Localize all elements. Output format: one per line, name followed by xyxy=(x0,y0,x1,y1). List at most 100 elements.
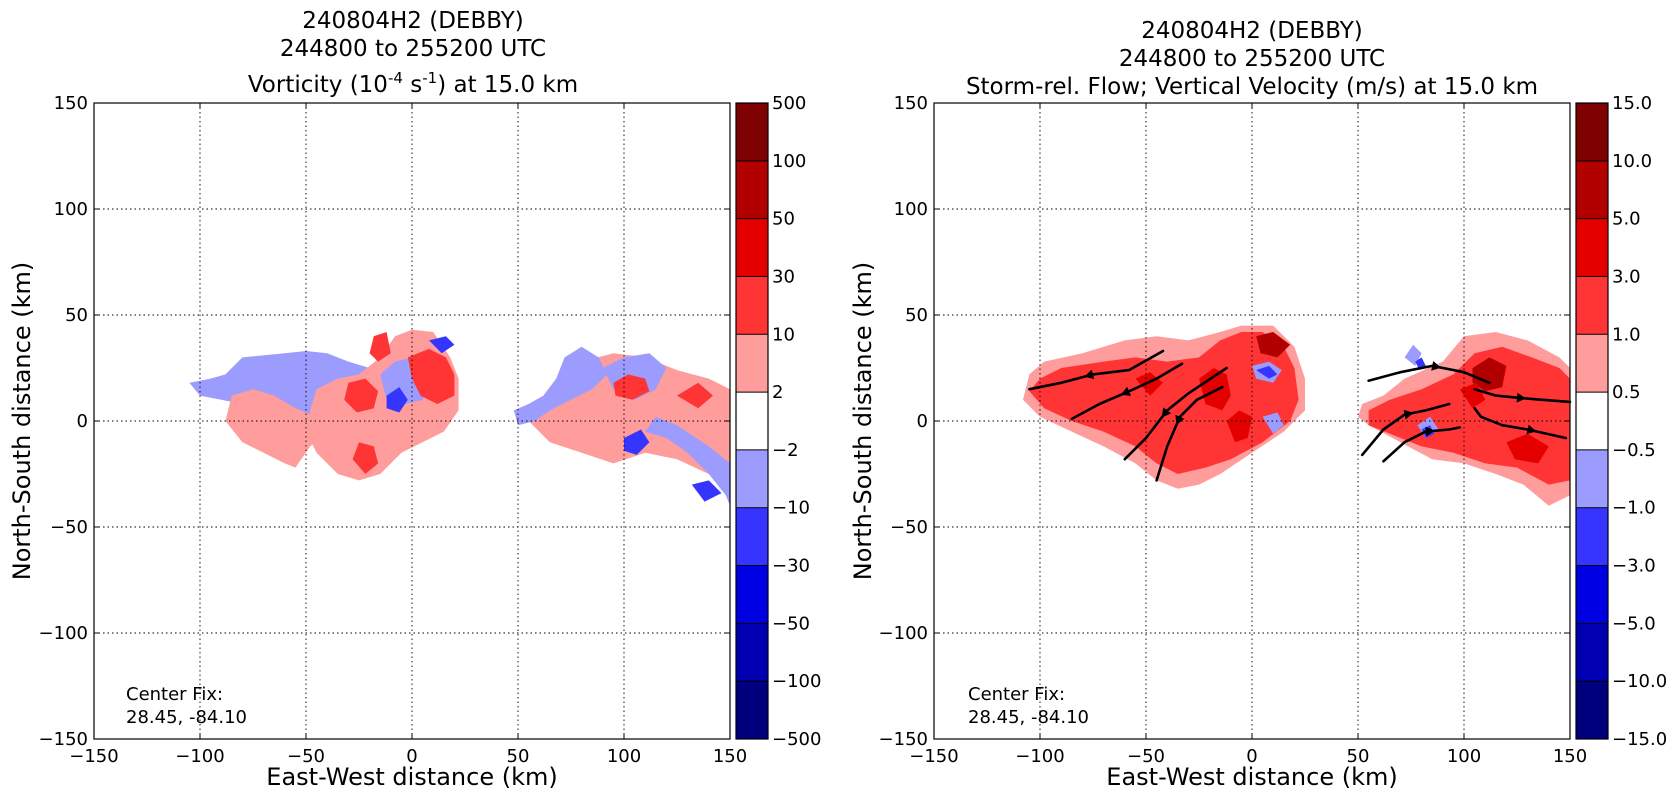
chart-title-line-2: 244800 to 255200 UTC xyxy=(1119,46,1385,72)
colorbar-segment-10 xyxy=(1576,103,1608,161)
colorbar-labels: −500 −100 −50 −30 −10 −2 2 10 30 50 100 500 xyxy=(772,93,821,750)
x-tick-label-6: 150 xyxy=(713,746,747,767)
colorbar-label-5: −2 xyxy=(772,440,799,461)
colorbar-label-3: −30 xyxy=(772,556,810,577)
contour-region-1 xyxy=(225,389,328,468)
colorbar-segment-10 xyxy=(736,103,768,161)
colorbar-label-3: −3.0 xyxy=(1612,556,1656,577)
contour-region-9 xyxy=(429,336,455,354)
colorbar-label-6: 0.5 xyxy=(1612,382,1641,403)
colorbar-segment-0 xyxy=(1576,681,1608,739)
colorbar-segment-7 xyxy=(736,276,768,335)
streamline-arrow-1 xyxy=(1120,386,1131,396)
colorbar-label-11: 500 xyxy=(772,93,806,114)
colorbar-segment-4 xyxy=(736,449,768,508)
colorbar-segment-1 xyxy=(1576,623,1608,682)
colorbar-segment-2 xyxy=(736,565,768,624)
colorbar-segment-8 xyxy=(1576,218,1608,277)
colorbar-label-7: 1.0 xyxy=(1612,324,1641,345)
colorbar-segment-3 xyxy=(736,507,768,566)
center-fix-label: Center Fix: xyxy=(126,684,223,705)
title-part-sup1: -4 xyxy=(388,69,403,87)
colorbar-frame xyxy=(1575,102,1609,740)
colorbar-label-8: 30 xyxy=(772,266,795,287)
contour-region-4 xyxy=(344,378,379,413)
y-tick-label-5: 100 xyxy=(54,199,88,220)
contour-region-17 xyxy=(677,382,713,409)
colorbar-frame xyxy=(735,102,769,740)
x-tick-labels: −150 −100 −50 0 50 100 150 xyxy=(909,746,1587,767)
x-axis-label: East-West distance (km) xyxy=(266,763,557,791)
y-tick-label-3: 0 xyxy=(77,411,88,432)
title-part-sup2: -1 xyxy=(422,69,437,87)
streamline-arrow-6 xyxy=(1425,426,1435,437)
x-tick-label-5: 100 xyxy=(1447,746,1481,767)
contour-region-11 xyxy=(1472,357,1507,392)
streamlines xyxy=(1028,349,1572,482)
y-tick-label-0: −150 xyxy=(39,729,88,750)
colorbar-label-7: 10 xyxy=(772,324,795,345)
title-part-pre: Vorticity (10 xyxy=(248,72,388,98)
x-tick-label-1: −100 xyxy=(175,746,224,767)
colorbar-label-0: −15.0 xyxy=(1612,729,1667,750)
contour-region-6 xyxy=(369,332,391,362)
x-tick-label-6: 150 xyxy=(1553,746,1587,767)
x-tick-labels: −150 −100 −50 0 50 100 150 xyxy=(69,746,747,767)
colorbar-segment-6 xyxy=(736,334,768,393)
tick-marks xyxy=(933,102,1571,740)
streamline-5 xyxy=(1360,402,1451,457)
contour-region-13 xyxy=(645,416,730,506)
contour-region-2 xyxy=(1199,368,1231,411)
colorbar-label-1: −100 xyxy=(772,671,821,692)
colorbar-segment-9 xyxy=(736,160,768,219)
x-tick-label-5: 100 xyxy=(607,746,641,767)
y-tick-label-2: −50 xyxy=(890,517,928,538)
chart-title-line-1: 240804H2 (DEBBY) xyxy=(302,8,524,34)
x-axis-label: East-West distance (km) xyxy=(1106,763,1397,791)
x-tick-label-2: −50 xyxy=(287,746,325,767)
chart-title-line-3: Storm-rel. Flow; Vertical Velocity (m/s)… xyxy=(966,74,1538,100)
y-tick-label-3: 0 xyxy=(917,411,928,432)
x-tick-label-3: 0 xyxy=(1246,746,1257,767)
x-tick-label-4: 50 xyxy=(507,746,530,767)
colorbar-label-1: −10.0 xyxy=(1612,671,1667,692)
streamline-arrow-4 xyxy=(1431,361,1442,371)
colorbar-segment-2 xyxy=(1576,565,1608,624)
x-tick-label-1: −100 xyxy=(1015,746,1064,767)
title-part-mid: s xyxy=(403,72,422,98)
colorbar-labels: −15.0 −10.0 −5.0 −3.0 −1.0 −0.5 0.5 1.0 3.0 5.0 10… xyxy=(1612,93,1667,750)
contour-region-7 xyxy=(352,442,379,474)
colorbar-label-8: 3.0 xyxy=(1612,266,1641,287)
streamline-arrow-7 xyxy=(1516,392,1526,403)
colorbar-segment-7 xyxy=(1576,276,1608,335)
plot-regions xyxy=(189,329,730,506)
colorbar-label-6: 2 xyxy=(772,382,783,403)
x-tick-label-3: 0 xyxy=(406,746,417,767)
colorbar-label-9: 50 xyxy=(772,209,795,230)
center-fix-coordinates: 28.45, -84.10 xyxy=(968,707,1089,728)
colorbar-segment-3 xyxy=(1576,507,1608,566)
streamline-arrow-0 xyxy=(1084,369,1095,380)
colorbar xyxy=(1575,102,1609,740)
streamline-8 xyxy=(1473,406,1568,440)
contour-region-11 xyxy=(513,346,607,426)
x-tick-label-4: 50 xyxy=(1347,746,1370,767)
streamline-arrow-3 xyxy=(1175,414,1185,426)
streamline-arrow-8 xyxy=(1526,424,1537,435)
streamline-6 xyxy=(1382,426,1462,463)
chart-title-line-3: Vorticity (10-4 s-1) at 15.0 km xyxy=(248,69,578,98)
center-fix-label: Center Fix: xyxy=(968,684,1065,705)
streamline-arrow-5 xyxy=(1403,409,1414,420)
colorbar-label-5: −0.5 xyxy=(1612,440,1656,461)
contour-region-1 xyxy=(1029,332,1299,474)
vertical-velocity-panel: 240804H2 (DEBBY) 244800 to 255200 UTC St… xyxy=(849,18,1667,791)
x-tick-label-2: −50 xyxy=(1127,746,1165,767)
colorbar-label-10: 10.0 xyxy=(1612,151,1652,172)
contour-region-3 xyxy=(1226,410,1252,443)
y-axis-label: North-South distance (km) xyxy=(8,262,36,581)
y-tick-label-4: 50 xyxy=(65,305,88,326)
x-tick-label-0: −150 xyxy=(69,746,118,767)
chart-title-line-2: 244800 to 255200 UTC xyxy=(280,36,546,62)
title-part-post: ) at 15.0 km xyxy=(437,72,578,98)
